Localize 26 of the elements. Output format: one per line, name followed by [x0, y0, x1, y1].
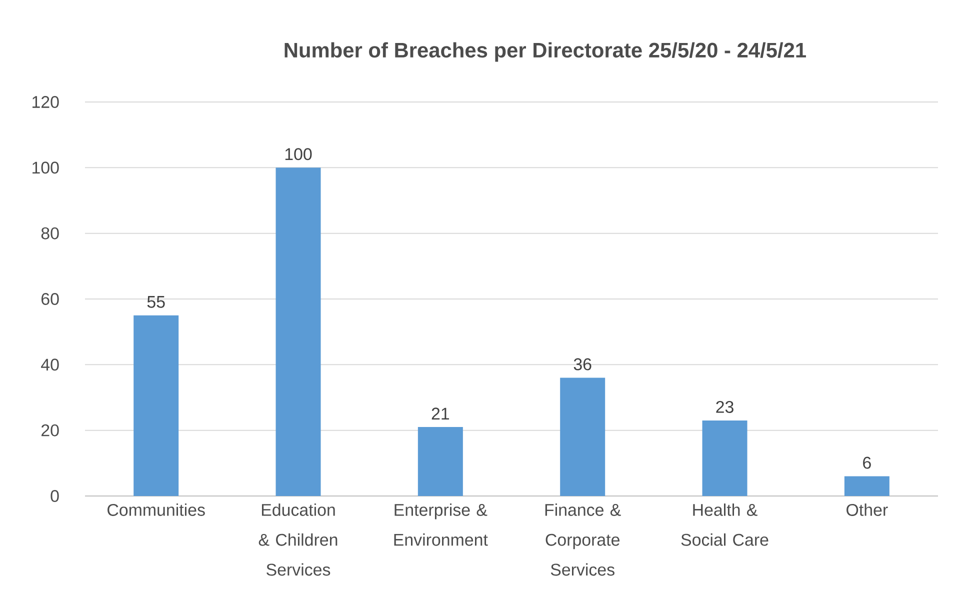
x-tick-label: Enterprise & Environment	[394, 504, 488, 546]
bar	[134, 315, 179, 496]
chart-title: Number of Breaches per Directorate 25/5/20 - 24/5/21	[284, 42, 806, 62]
bar	[418, 427, 463, 496]
y-tick-label: 40	[41, 358, 59, 371]
data-label: 36	[574, 358, 592, 370]
x-tick-label: Communities	[108, 504, 205, 516]
y-tick-label: 120	[32, 96, 59, 108]
y-tick-label: 0	[50, 490, 59, 502]
x-tick-label: Health & Social Care	[681, 504, 768, 546]
y-tick-label: 60	[42, 292, 59, 305]
y-tick-label: 80	[41, 227, 59, 240]
data-label: 21	[432, 408, 450, 420]
y-tick-label: 100	[32, 162, 59, 174]
x-tick-label: Finance & Corporate Services	[545, 504, 621, 576]
x-tick-label: Education & Children Services	[258, 504, 338, 576]
data-label: 100	[285, 148, 312, 160]
bar	[560, 378, 606, 496]
bar	[702, 420, 748, 496]
bar	[844, 476, 890, 496]
data-label: 6	[863, 456, 871, 469]
bar	[276, 168, 321, 496]
x-tick-label: Other	[846, 504, 888, 516]
data-label: 55	[147, 296, 165, 308]
data-label: 23	[716, 400, 734, 413]
y-tick-label: 20	[42, 424, 59, 436]
